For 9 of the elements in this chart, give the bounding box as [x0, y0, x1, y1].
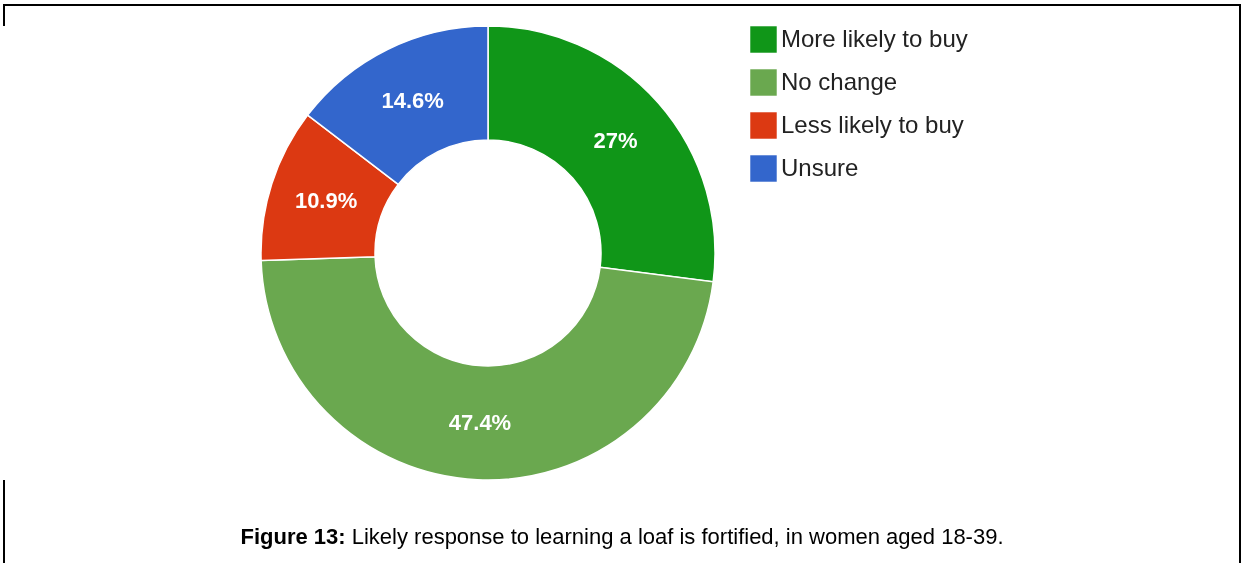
data-label: 10.9%: [294, 188, 358, 214]
data-label: 47.4%: [448, 409, 512, 435]
data-label: 27%: [593, 127, 638, 153]
caption: Figure 13: Likely response to learning a loaf is fortified, in women aged 18-39.: [239, 524, 1005, 550]
legend-label: More likely to buy: [781, 24, 968, 52]
data-label: 14.6%: [381, 87, 444, 113]
legend-label: Less likely to buy: [781, 110, 964, 138]
legend-label: No change: [781, 67, 898, 95]
legend-label: Unsure: [781, 153, 859, 181]
